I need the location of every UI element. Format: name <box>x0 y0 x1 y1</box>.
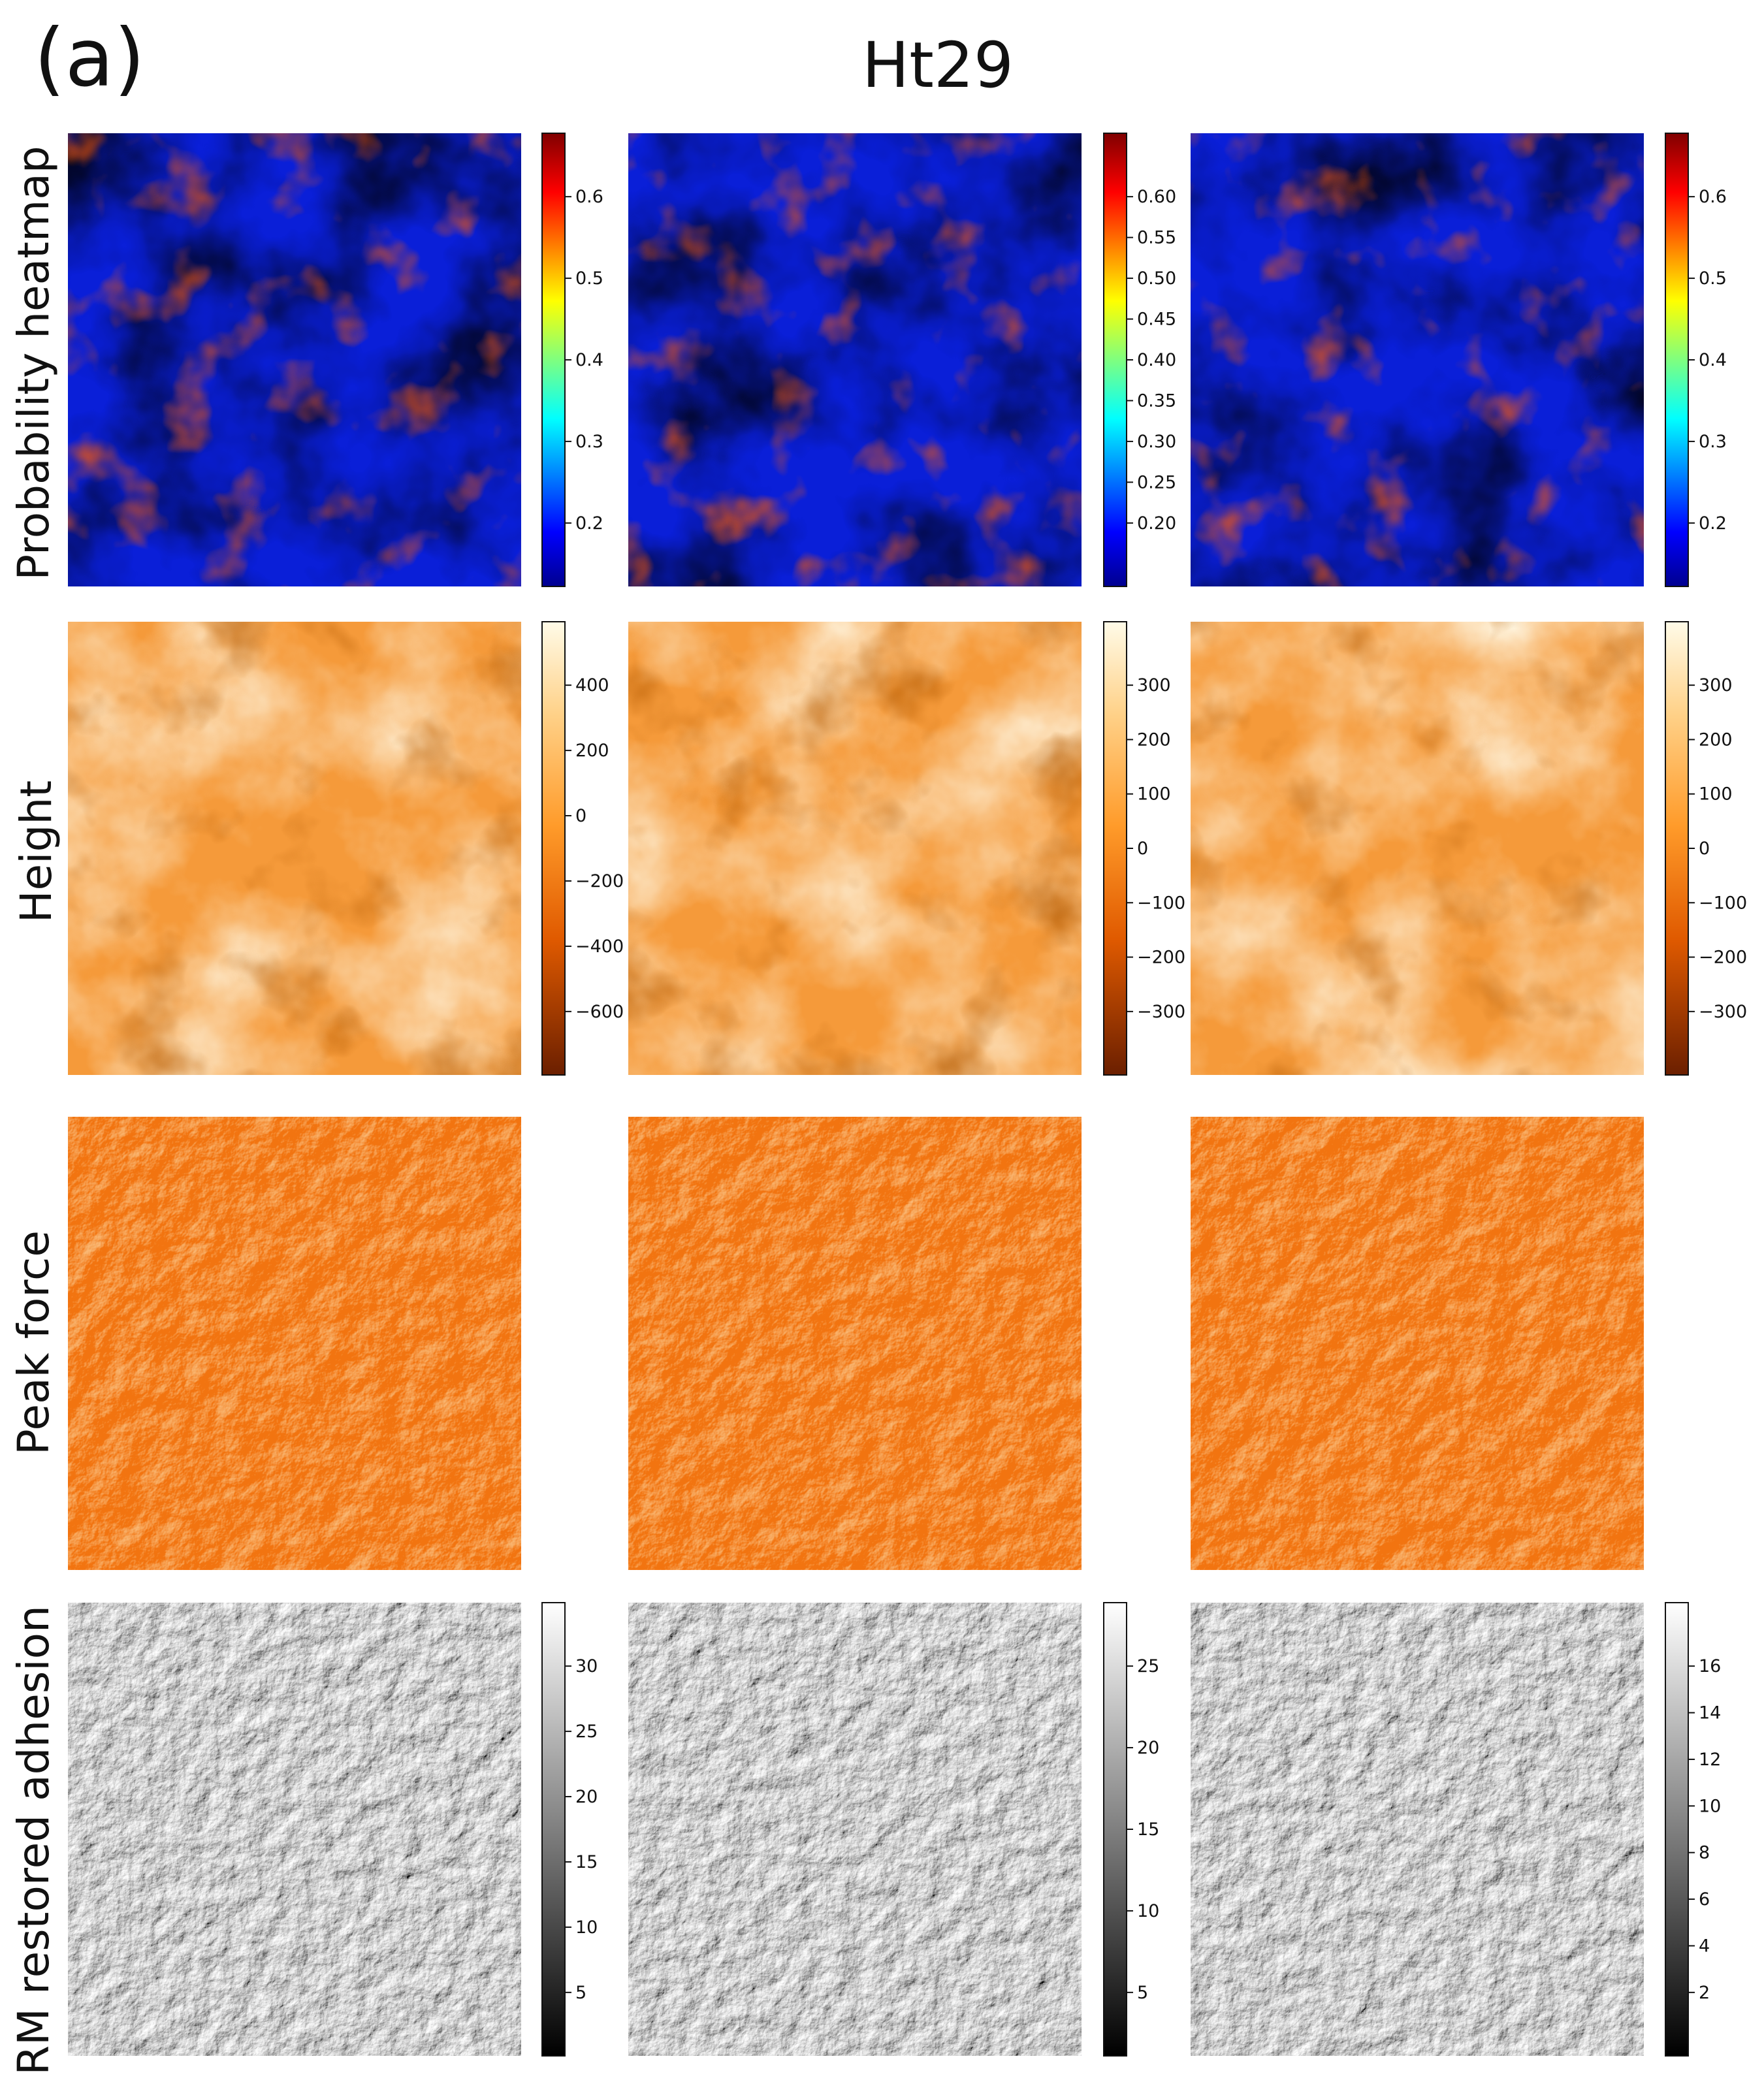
colorbar-tick-label: 0.5 <box>1699 268 1727 289</box>
colorbar-tick-label: 0.40 <box>1137 350 1176 370</box>
map-rm-restored-adhesion-1 <box>68 1603 521 2056</box>
colorbar-height-3: −300 −200 −100 0 100 200 300 <box>1665 621 1747 1076</box>
colorbar-tick-label: 0.6 <box>1699 187 1727 207</box>
colorbar-tick-label: −200 <box>1699 948 1747 968</box>
colorbar-tick-label: 0.3 <box>575 432 603 452</box>
colorbar-tick-label: 0.2 <box>1699 513 1727 534</box>
map-peak-force-3 <box>1191 1117 1644 1570</box>
colorbar-tick-label: 25 <box>575 1722 598 1742</box>
map-height-1 <box>68 622 521 1075</box>
colorbar-tick-label: 0.50 <box>1137 268 1176 289</box>
colorbar-tick-label: 14 <box>1699 1703 1721 1723</box>
colorbar-tick-label: 10 <box>1137 1901 1159 1921</box>
colorbar-tick-label: 0.6 <box>575 187 603 207</box>
colorbar-tick-label: 25 <box>1137 1656 1159 1676</box>
colorbar-tick-label: 0.60 <box>1137 187 1176 207</box>
colorbar-rm-restored-adhesion-2: 5 10 15 20 25 <box>1103 1602 1159 2057</box>
colorbar-tick-label: 0.3 <box>1699 432 1727 452</box>
map-height-3 <box>1191 622 1644 1075</box>
panel-label: (a) <box>34 12 145 104</box>
colorbar-tick-label: 0 <box>575 806 586 826</box>
colorbar-tick-label: 200 <box>575 741 609 761</box>
colorbar-tick-label: 300 <box>1699 675 1733 696</box>
colorbar-tick-label: 16 <box>1699 1656 1721 1676</box>
colorbar-tick-label: 10 <box>1699 1796 1721 1816</box>
colorbar-tick-label: 5 <box>1137 1983 1148 2003</box>
colorbar-tick-label: 0 <box>1137 839 1148 859</box>
map-rm-restored-adhesion-2 <box>628 1603 1082 2056</box>
colorbar-tick-label: −100 <box>1137 893 1185 913</box>
colorbar-probability-heatmap-3: 0.2 0.3 0.4 0.5 0.6 <box>1665 133 1727 587</box>
colorbar-tick-label: −400 <box>575 937 624 957</box>
colorbar-tick-label: 0.20 <box>1137 513 1176 534</box>
colorbar-tick-label: 100 <box>1699 784 1733 805</box>
colorbar-rm-restored-adhesion-3: 2 4 6 8 10 12 14 16 <box>1665 1602 1721 2057</box>
colorbar-tick-label: 30 <box>575 1656 598 1676</box>
colorbar-probability-heatmap-1: 0.2 0.3 0.4 0.5 0.6 <box>541 133 603 587</box>
colorbar-tick-label: 0.30 <box>1137 432 1176 452</box>
colorbar-tick-label: 2 <box>1699 1983 1710 2003</box>
colorbar-tick-label: 0.2 <box>575 513 603 534</box>
colorbar-tick-label: 200 <box>1137 729 1171 750</box>
colorbar-tick-label: 0.25 <box>1137 472 1176 492</box>
map-probability-heatmap-2 <box>628 133 1082 586</box>
colorbar-tick-label: −300 <box>1137 1002 1185 1022</box>
colorbar-probability-heatmap-2: 0.20 0.25 0.30 0.35 0.40 0.45 0.50 0.55 0.60 <box>1103 133 1176 587</box>
colorbar-height-1: −600 −400 −200 0 200 400 <box>541 621 624 1076</box>
colorbar-tick-label: 200 <box>1699 729 1733 750</box>
map-probability-heatmap-1 <box>68 133 521 586</box>
colorbar-tick-label: 10 <box>575 1917 598 1938</box>
colorbar-tick-label: 0.5 <box>575 268 603 289</box>
colorbar-tick-label: 15 <box>1137 1819 1159 1840</box>
map-peak-force-2 <box>628 1117 1082 1570</box>
colorbar-tick-label: 12 <box>1699 1750 1721 1770</box>
colorbar-tick-label: 0.45 <box>1137 310 1176 330</box>
colorbar-tick-label: −300 <box>1699 1002 1747 1022</box>
colorbar-tick-label: −200 <box>1137 948 1185 968</box>
colorbar-tick-label: 0.55 <box>1137 228 1176 248</box>
colorbar-tick-label: 20 <box>1137 1738 1159 1758</box>
colorbar-height-2: −300 −200 −100 0 100 200 300 <box>1103 621 1185 1076</box>
colorbar-tick-label: 400 <box>575 675 609 696</box>
colorbar-tick-label: 0.4 <box>1699 350 1727 370</box>
colorbar-tick-label: −100 <box>1699 893 1747 913</box>
map-rm-restored-adhesion-3 <box>1191 1603 1644 2056</box>
colorbar-tick-label: 15 <box>575 1852 598 1872</box>
colorbar-tick-label: 4 <box>1699 1936 1710 1956</box>
map-peak-force-1 <box>68 1117 521 1570</box>
colorbar-tick-label: −200 <box>575 871 624 891</box>
colorbar-rm-restored-adhesion-1: 5 10 15 20 25 30 <box>541 1602 598 2057</box>
colorbar-tick-label: 0 <box>1699 839 1710 859</box>
colorbar-tick-label: 100 <box>1137 784 1171 805</box>
colorbar-tick-label: 300 <box>1137 675 1171 696</box>
colorbar-tick-label: 0.4 <box>575 350 603 370</box>
colorbar-tick-label: 0.35 <box>1137 391 1176 411</box>
colorbar-tick-label: −600 <box>575 1002 624 1022</box>
cell-line-title: Ht29 <box>862 29 1014 102</box>
colorbar-tick-label: 5 <box>575 1983 586 2003</box>
map-probability-heatmap-3 <box>1191 133 1644 586</box>
colorbar-tick-label: 6 <box>1699 1889 1710 1910</box>
colorbar-tick-label: 20 <box>575 1787 598 1807</box>
colorbar-tick-label: 8 <box>1699 1843 1710 1863</box>
map-height-2 <box>628 622 1082 1075</box>
